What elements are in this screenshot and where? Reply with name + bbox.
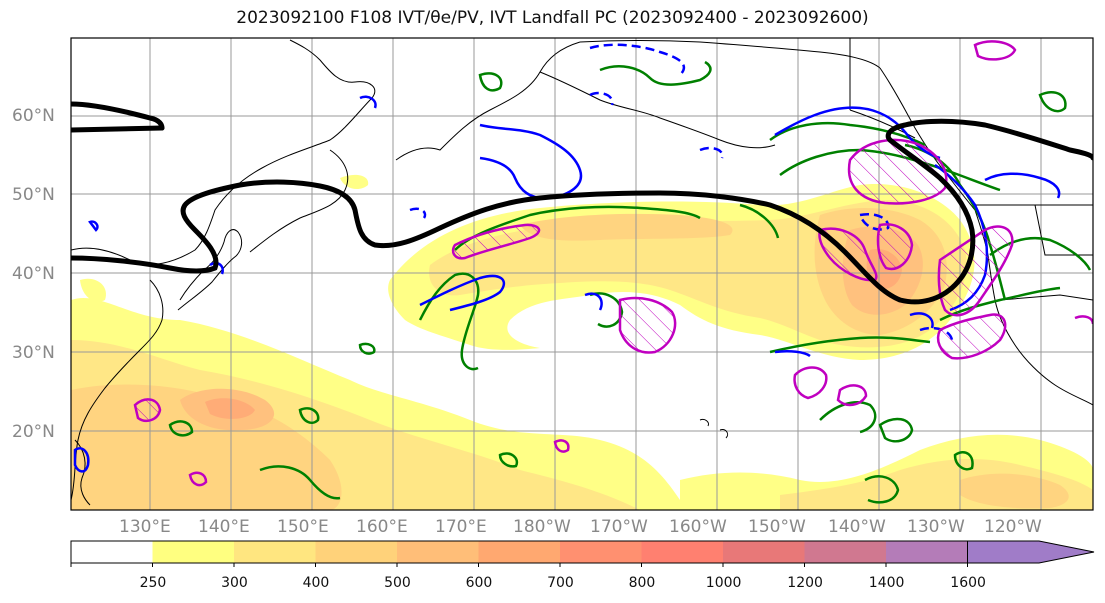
lat-label-50n: 50°N [12, 185, 55, 205]
lon-label-170e: 170°E [435, 517, 487, 537]
map-frame [70, 37, 1094, 511]
colorbar-segment [152, 541, 235, 563]
lon-label-140w: 140°W [828, 517, 886, 537]
lon-label-170w: 170°W [590, 517, 648, 537]
colorbar-segment [723, 541, 805, 563]
colorbar-tick-label: 800 [628, 575, 656, 591]
colorbar-segment [315, 541, 398, 563]
colorbar-segment [641, 541, 724, 563]
lat-label-30n: 30°N [12, 343, 55, 363]
colorbar-tick-label: 300 [221, 575, 248, 591]
colorbar-tick-label: 500 [384, 575, 411, 591]
lon-label-130w: 130°W [907, 517, 965, 537]
colorbar-tick-label: 250 [139, 575, 167, 591]
ivt-colorbar [70, 540, 1095, 567]
lon-label-130e: 130°E [119, 517, 171, 537]
colorbar-segment [560, 541, 642, 563]
lon-label-140e: 140°E [198, 517, 250, 537]
colorbar-outline [70, 540, 968, 564]
colorbar-tick-label: 1000 [705, 575, 742, 591]
colorbar-segment [886, 541, 968, 563]
lat-label-20n: 20°N [12, 422, 55, 442]
lon-label-160w: 160°W [669, 517, 727, 537]
colorbar-tick-label: 600 [465, 575, 493, 591]
colorbar-segment [478, 541, 561, 563]
lat-label-60n: 60°N [12, 106, 55, 126]
colorbar-segment [804, 541, 887, 563]
colorbar-tick-label: 1200 [787, 575, 823, 591]
map-title: 2023092100 F108 IVT/θe/PV, IVT Landfall … [236, 8, 869, 28]
colorbar-segment [71, 541, 153, 563]
colorbar-segment [967, 540, 1095, 564]
colorbar-segment [234, 541, 316, 563]
colorbar-tick-label: 1600 [950, 575, 986, 591]
lon-label-150w: 150°W [748, 517, 806, 537]
colorbar-tick-label: 1400 [868, 575, 905, 591]
lon-label-120w: 120°W [984, 517, 1042, 537]
landfall-line [71, 101, 1093, 305]
lon-label-160e: 160°E [356, 517, 408, 537]
lon-label-180w: 180°W [513, 517, 571, 537]
colorbar-tick-label: 700 [547, 575, 574, 591]
colorbar-tick-label: 400 [302, 575, 330, 591]
lon-label-150e: 150°E [277, 517, 329, 537]
colorbar-segment [397, 541, 479, 563]
lat-label-40n: 40°N [12, 264, 55, 284]
